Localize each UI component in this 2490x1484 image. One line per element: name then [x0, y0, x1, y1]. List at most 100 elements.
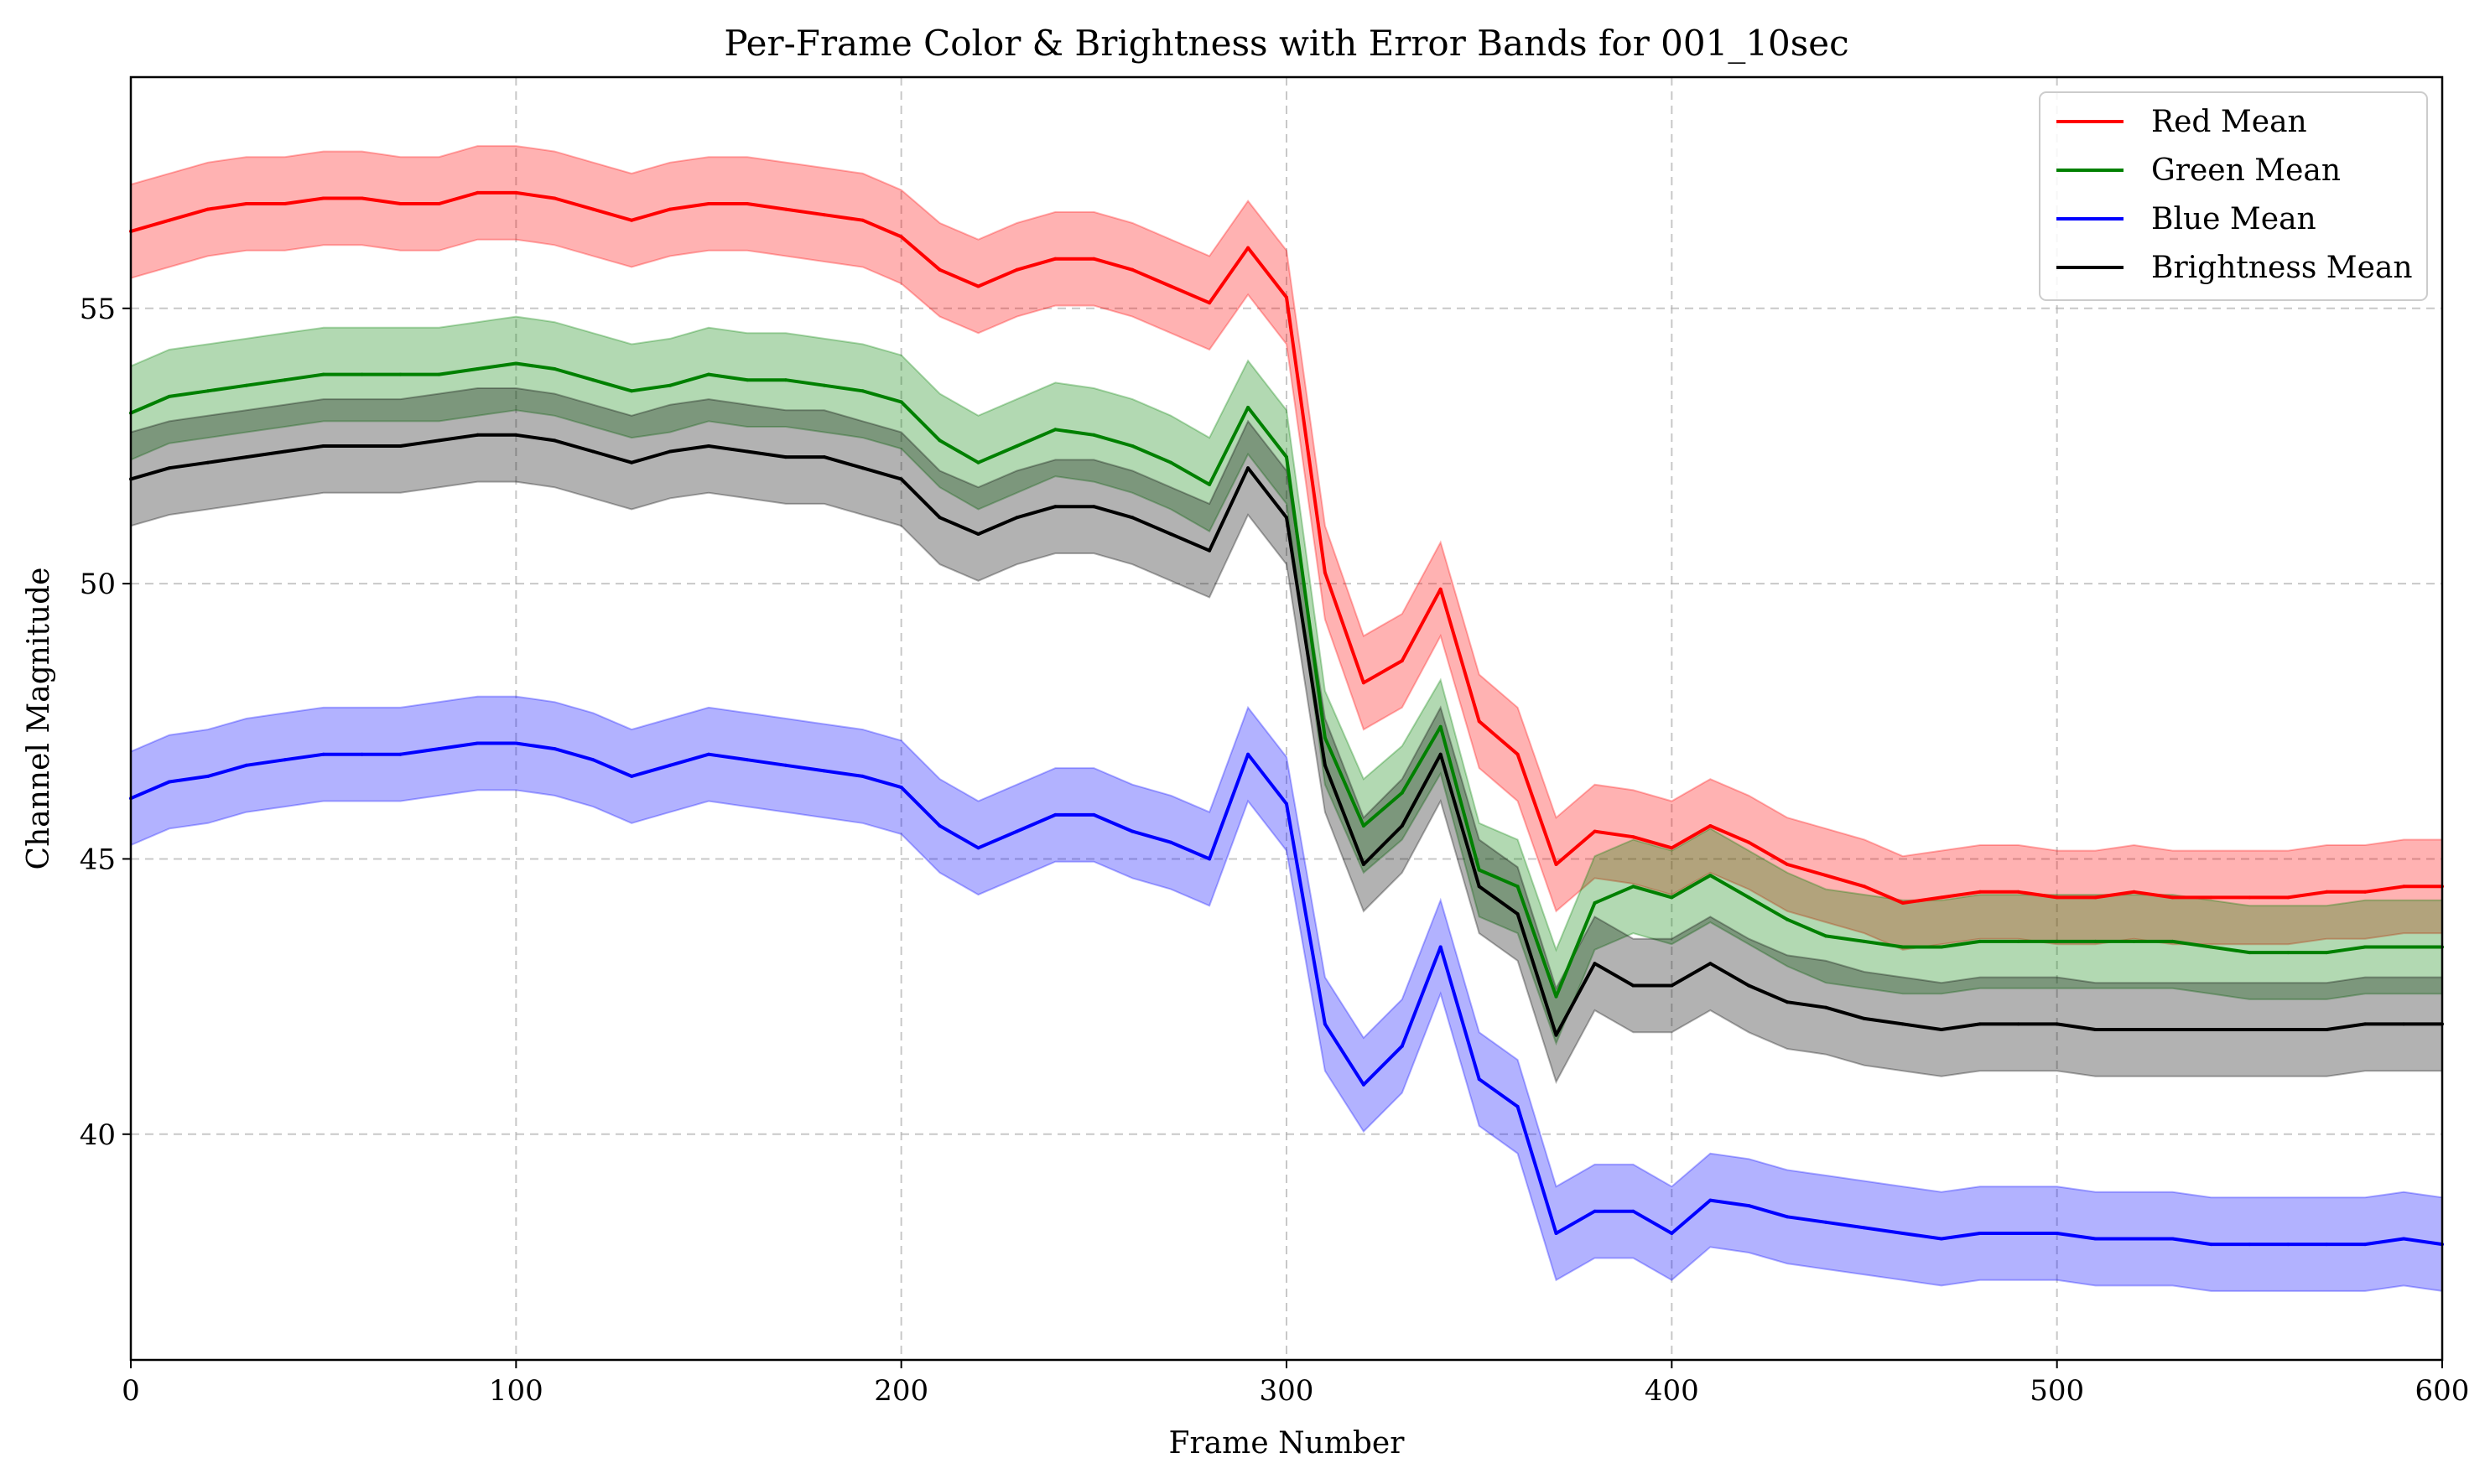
blue-mean-point [205, 774, 210, 778]
red-mean-point [2402, 885, 2406, 889]
blue-mean-point [476, 741, 480, 745]
red-mean-point [1593, 829, 1597, 833]
brightness-mean-point [1092, 505, 1096, 509]
brightness-mean-point [1438, 752, 1443, 756]
green-mean-point [1169, 460, 1173, 464]
green-mean-point [244, 383, 248, 387]
brightness-mean-point [1477, 885, 1481, 889]
green-mean-point [1939, 945, 1943, 949]
green-mean-point [630, 389, 634, 393]
brightness-mean-point [244, 455, 248, 459]
green-mean-point [283, 378, 287, 382]
brightness-mean-point [2286, 1028, 2290, 1031]
red-mean-point [1053, 257, 1058, 261]
brightness-mean-point [745, 449, 749, 454]
red-mean-point [2170, 895, 2175, 900]
series-lines [129, 190, 2444, 1247]
brightness-mean-point [1554, 1033, 1558, 1037]
brightness-mean-point [1670, 983, 1674, 988]
red-mean-point [860, 218, 865, 222]
red-mean-point [668, 207, 673, 211]
green-mean-point [2170, 939, 2175, 943]
blue-mean-point [1131, 829, 1135, 833]
red-mean-point [2363, 890, 2368, 894]
blue-mean-point [1400, 1044, 1404, 1048]
x-tick-label: 600 [2415, 1374, 2470, 1408]
blue-mean-point [630, 774, 634, 778]
brightness-mean-point [1978, 1022, 1982, 1026]
red-mean-point [1631, 835, 1635, 839]
green-mean-point [1824, 934, 1828, 938]
green-mean-point [360, 372, 364, 376]
red-mean-point [1824, 874, 1828, 878]
red-mean-point [1285, 295, 1288, 299]
red-mean-point [205, 207, 210, 211]
brightness-mean-point [1169, 532, 1173, 536]
brightness-mean-point [1900, 1022, 1905, 1026]
green-mean-point [321, 372, 325, 376]
blue-mean-point [1824, 1220, 1828, 1224]
red-mean-point [1400, 659, 1404, 663]
axis-ticks: 0 100 200 300 400 500 600 40 45 50 55 [80, 293, 2470, 1408]
brightness-mean-point [2055, 1022, 2059, 1026]
y-tick-label: 50 [80, 568, 116, 601]
brightness-mean-point [783, 455, 788, 459]
brightness-mean-point [2402, 1022, 2406, 1026]
blue-mean-point [1515, 1104, 1520, 1108]
red-mean-point [437, 202, 441, 205]
red-mean-point [938, 267, 942, 272]
x-tick-label: 400 [1645, 1374, 1699, 1408]
blue-mean-point [553, 747, 557, 751]
blue-mean-point [1978, 1232, 1982, 1235]
blue-mean-point [2055, 1232, 2059, 1235]
blue-mean-point [1246, 752, 1250, 756]
brightness-mean-point [1824, 1005, 1828, 1009]
green-mean-point [1708, 874, 1713, 878]
blue-mean-point [321, 752, 325, 756]
brightness-mean-point [668, 449, 673, 454]
green-mean-point [976, 460, 980, 464]
red-mean-point [1863, 885, 1866, 889]
green-mean-point [1015, 444, 1019, 448]
brightness-mean-point [283, 449, 287, 454]
green-mean-point [745, 378, 749, 382]
red-mean-point [1477, 719, 1481, 724]
red-mean-point [1554, 863, 1558, 866]
green-mean-point [938, 438, 942, 443]
red-mean-point [1131, 267, 1135, 272]
blue-mean-point [1092, 812, 1096, 817]
blue-mean-point [2286, 1243, 2290, 1247]
blue-mean-point [1438, 945, 1443, 949]
brightness-mean-point [2093, 1028, 2098, 1031]
green-mean-point [2402, 945, 2406, 949]
brightness-mean-point [514, 433, 518, 437]
green-mean-point [1554, 994, 1558, 999]
blue-mean-point [1554, 1232, 1558, 1235]
red-mean-point [553, 196, 557, 200]
red-mean-point [1169, 284, 1173, 288]
blue-mean-point [1708, 1198, 1713, 1202]
green-mean-point [2209, 945, 2213, 949]
blue-mean-point [1208, 857, 1212, 861]
green-mean-point [476, 367, 480, 371]
brightness-mean-point [1015, 516, 1019, 520]
red-mean-point [1015, 267, 1019, 272]
x-tick-label: 100 [489, 1374, 543, 1408]
blue-mean-point [2363, 1243, 2368, 1247]
red-mean-point [783, 207, 788, 211]
green-mean-point [1593, 901, 1597, 905]
green-mean-point [2016, 939, 2020, 943]
brightness-mean-point [1323, 763, 1327, 767]
blue-mean-point [283, 758, 287, 762]
brightness-mean-point [167, 466, 171, 470]
green-mean-point [1285, 455, 1288, 459]
brightness-mean-point [2016, 1022, 2020, 1026]
green-mean-point [1361, 824, 1365, 828]
chart-title: Per-Frame Color & Brightness with Error … [724, 23, 1848, 64]
blue-mean-point [668, 763, 673, 767]
blue-mean-point [1323, 1022, 1327, 1026]
blue-mean-point [2132, 1237, 2136, 1241]
green-mean-point [822, 383, 826, 387]
blue-mean-point [899, 786, 903, 790]
red-mean-point [514, 190, 518, 195]
